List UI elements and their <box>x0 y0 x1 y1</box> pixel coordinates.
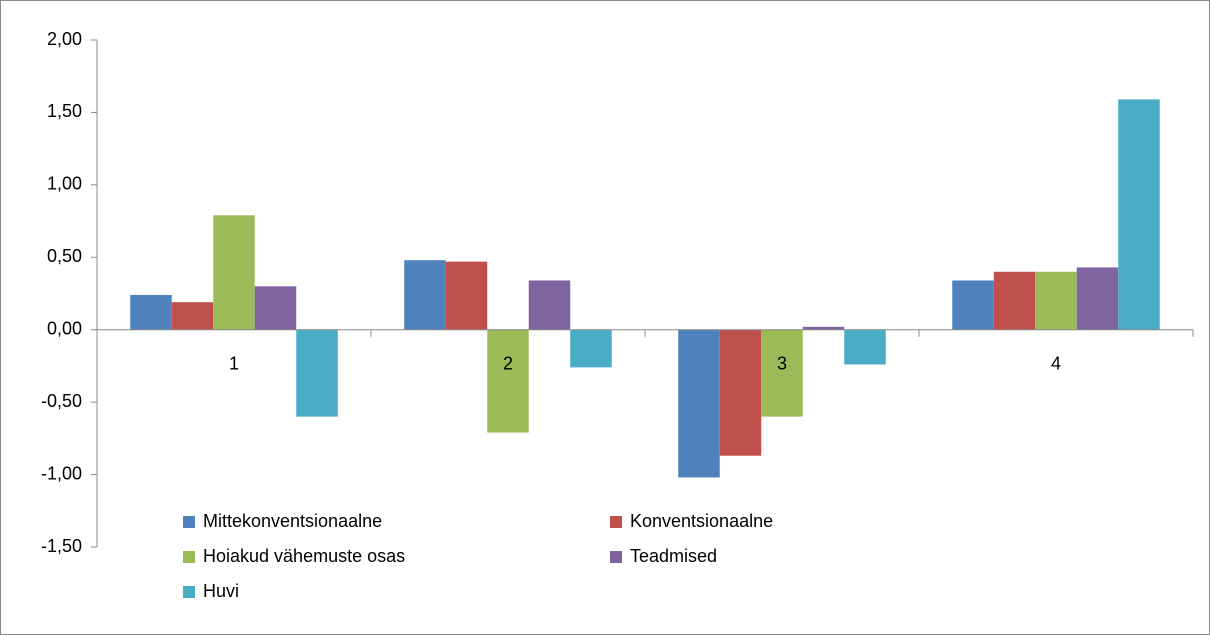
legend-label: Mittekonventsionaalne <box>203 511 382 531</box>
x-tick-label: 4 <box>1051 353 1061 373</box>
bar <box>844 329 886 365</box>
y-tick-label: -1,00 <box>41 463 82 483</box>
y-tick-label: 1,50 <box>47 101 82 121</box>
bar <box>213 215 255 330</box>
bar <box>404 260 446 330</box>
bar <box>254 286 297 330</box>
y-tick-label: -0,50 <box>41 391 82 411</box>
bar <box>296 329 338 417</box>
legend-swatch <box>183 586 195 598</box>
bar <box>678 329 720 478</box>
bar <box>802 326 845 330</box>
x-tick-label: 2 <box>503 353 513 373</box>
bar <box>570 329 612 368</box>
legend-label: Konventsionaalne <box>630 511 773 531</box>
bar <box>952 280 994 330</box>
legend-label: Hoiakud vähemuste osas <box>203 546 405 566</box>
bar <box>993 271 1036 330</box>
legend-swatch <box>610 516 622 528</box>
y-tick-label: 0,00 <box>47 318 82 338</box>
y-tick-label: 1,00 <box>47 174 82 194</box>
bar <box>528 280 571 330</box>
bar <box>719 329 762 456</box>
bar <box>130 294 172 330</box>
y-tick-label: 2,00 <box>47 29 82 49</box>
bar <box>445 261 488 330</box>
y-tick-label: 0,50 <box>47 246 82 266</box>
legend-swatch <box>610 551 622 563</box>
bar <box>761 329 803 417</box>
y-tick-label: -1,50 <box>41 536 82 556</box>
bar <box>487 329 529 433</box>
bar <box>171 302 214 330</box>
legend-label: Huvi <box>203 581 239 601</box>
legend-swatch <box>183 551 195 563</box>
x-tick-label: 3 <box>777 353 787 373</box>
legend-label: Teadmised <box>630 546 717 566</box>
bar <box>1076 267 1119 330</box>
bar <box>1118 99 1160 330</box>
x-tick-label: 1 <box>229 353 239 373</box>
legend-swatch <box>183 516 195 528</box>
bar <box>1035 271 1077 330</box>
